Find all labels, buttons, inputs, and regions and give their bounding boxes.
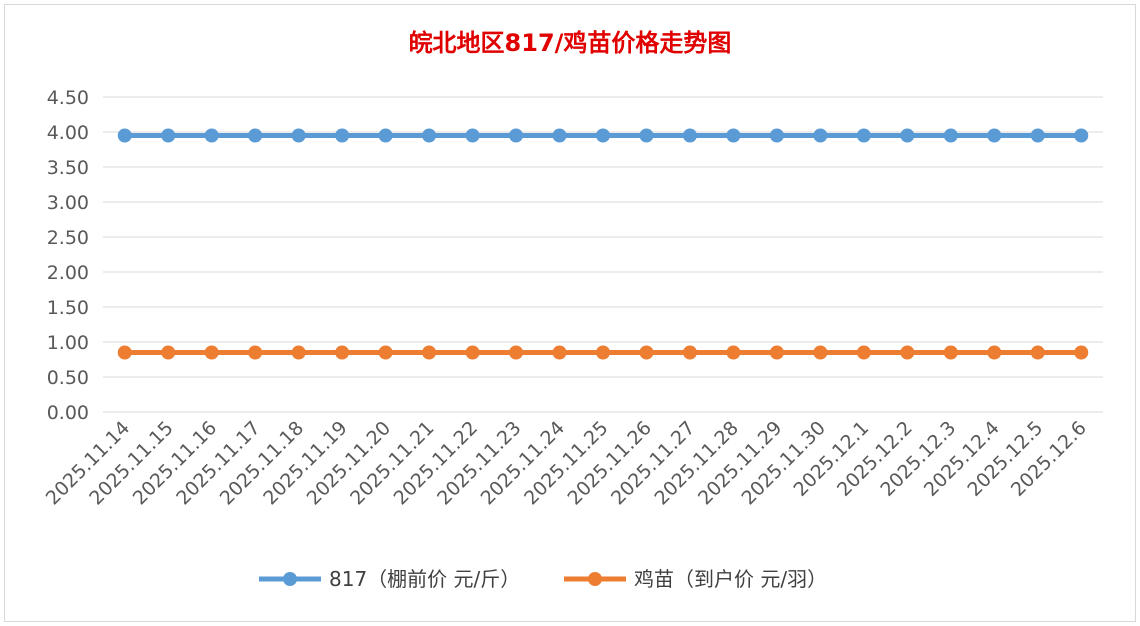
data-point	[335, 345, 350, 360]
data-point	[248, 345, 263, 360]
y-tick-label: 2.50	[47, 227, 89, 249]
legend-item-2: 鸡苗（到户价 元/羽）	[564, 567, 827, 591]
y-tick-label: 1.50	[47, 297, 89, 319]
series-1	[117, 128, 1089, 143]
data-point	[769, 345, 784, 360]
data-point	[856, 128, 871, 143]
data-point	[769, 128, 784, 143]
data-point	[856, 345, 871, 360]
data-point	[248, 128, 263, 143]
data-point	[161, 345, 176, 360]
data-point	[422, 345, 437, 360]
data-point	[639, 345, 654, 360]
data-point	[378, 128, 393, 143]
data-point	[1074, 128, 1089, 143]
data-point	[943, 345, 958, 360]
data-point	[117, 128, 132, 143]
y-tick-label: 2.00	[47, 262, 89, 284]
data-point	[726, 345, 741, 360]
data-point	[900, 345, 915, 360]
y-tick-label: 0.00	[47, 402, 89, 424]
y-tick-label: 4.50	[47, 87, 89, 109]
data-point	[465, 128, 480, 143]
grid-lines	[103, 96, 1103, 413]
data-point	[204, 345, 219, 360]
data-point	[1030, 345, 1045, 360]
data-point	[552, 345, 567, 360]
chart-area: 皖北地区817/鸡苗价格走势图 0.00 0.50 1.00 1.50 2.00 2.50…	[4, 4, 1136, 622]
data-point	[596, 128, 610, 143]
y-tick-label: 3.50	[47, 157, 89, 179]
legend-label: 鸡苗（到户价 元/羽）	[634, 567, 827, 591]
line-chart: 皖北地区817/鸡苗价格走势图 0.00 0.50 1.00 1.50 2.00 2.50…	[42, 29, 1103, 591]
data-point	[639, 128, 654, 143]
data-point	[813, 345, 828, 360]
data-point	[552, 128, 567, 143]
data-point	[987, 345, 1002, 360]
legend-swatch-marker	[283, 572, 297, 586]
data-point	[1030, 128, 1045, 143]
data-point	[509, 345, 524, 360]
y-axis-tick-labels: 0.00 0.50 1.00 1.50 2.00 2.50 3.00 3.50 4.00 4.50	[47, 87, 89, 424]
data-point	[465, 345, 480, 360]
data-point	[204, 128, 219, 143]
y-tick-label: 3.00	[47, 192, 89, 214]
data-point	[682, 345, 697, 360]
data-point	[596, 345, 610, 360]
data-point	[682, 128, 697, 143]
data-point	[161, 128, 176, 143]
data-point	[813, 128, 828, 143]
series-2	[117, 345, 1089, 360]
data-point	[291, 128, 306, 143]
legend-item-1: 817（棚前价 元/斤）	[259, 567, 520, 591]
data-point	[335, 128, 350, 143]
data-point	[378, 345, 393, 360]
legend: 817（棚前价 元/斤） 鸡苗（到户价 元/羽）	[259, 567, 827, 591]
data-point	[117, 345, 132, 360]
data-point	[987, 128, 1002, 143]
legend-label: 817（棚前价 元/斤）	[329, 567, 520, 591]
data-point	[943, 128, 958, 143]
legend-swatch-marker	[588, 572, 602, 586]
chart-title: 皖北地区817/鸡苗价格走势图	[409, 29, 732, 57]
y-tick-label: 1.00	[47, 332, 89, 354]
x-axis-tick-labels: 2025.11.142025.11.152025.11.162025.11.17…	[42, 417, 1091, 509]
data-point	[726, 128, 741, 143]
series-layer	[117, 128, 1089, 360]
data-point	[509, 128, 524, 143]
y-tick-label: 4.00	[47, 122, 89, 144]
y-tick-label: 0.50	[47, 367, 89, 389]
data-point	[900, 128, 915, 143]
data-point	[422, 128, 437, 143]
data-point	[1074, 345, 1089, 360]
data-point	[291, 345, 306, 360]
